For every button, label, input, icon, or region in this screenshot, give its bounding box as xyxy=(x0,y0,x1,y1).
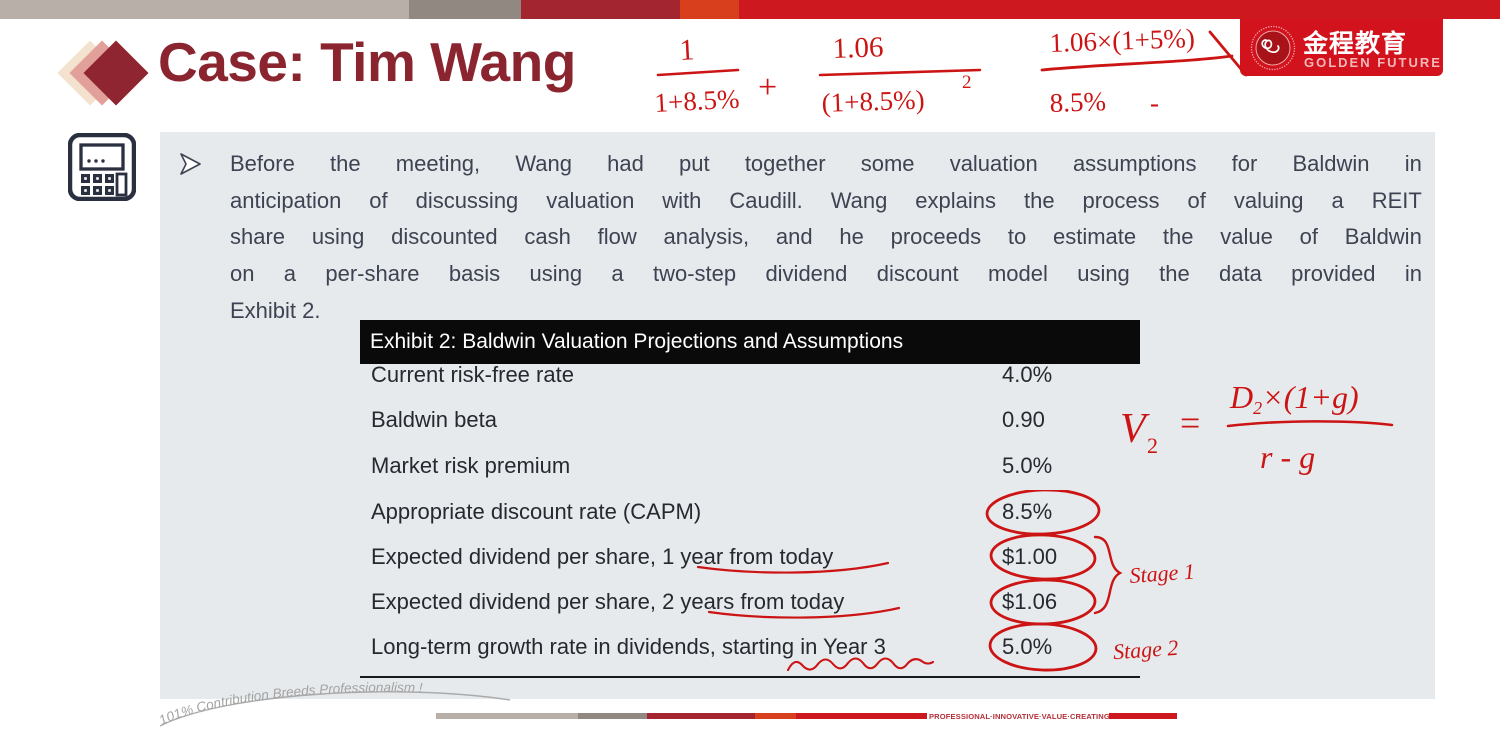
svg-text:=: = xyxy=(1180,403,1200,443)
svg-text:(1+8.5%): (1+8.5%) xyxy=(821,84,925,118)
svg-text:Stage 1: Stage 1 xyxy=(1129,558,1196,588)
svg-text:8.5%: 8.5% xyxy=(1049,86,1106,118)
svg-text:2: 2 xyxy=(1147,433,1158,458)
svg-text:2: 2 xyxy=(962,72,972,93)
svg-text:D2×(1+g): D2×(1+g) xyxy=(1229,379,1359,418)
svg-text:-: - xyxy=(1150,88,1159,118)
svg-text:1: 1 xyxy=(679,33,696,67)
svg-text:1+8.5%: 1+8.5% xyxy=(654,84,740,118)
svg-text:+: + xyxy=(758,69,777,106)
svg-text:1.06: 1.06 xyxy=(832,31,884,65)
svg-text:1.06×(1+5%): 1.06×(1+5%) xyxy=(1049,23,1195,58)
svg-text:101% Contribution Breeds Profe: 101% Contribution Breeds Professionalism… xyxy=(157,680,423,728)
svg-text:r - g: r - g xyxy=(1260,439,1315,475)
svg-text:V: V xyxy=(1120,406,1150,452)
